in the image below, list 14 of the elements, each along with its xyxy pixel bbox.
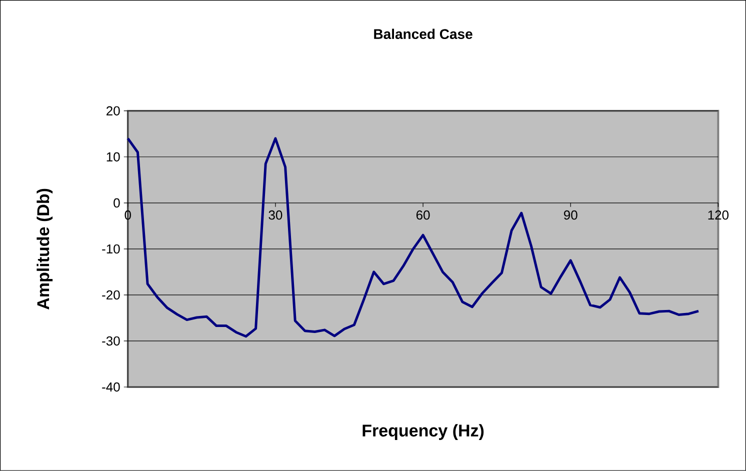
y-tick-label: -20 xyxy=(102,290,120,300)
x-tick-label: 90 xyxy=(564,210,578,220)
y-tick-label: 20 xyxy=(106,106,120,116)
chart-title: Balanced Case xyxy=(374,28,472,40)
x-tick-label: 60 xyxy=(416,210,430,220)
y-tick-label: -40 xyxy=(102,382,120,392)
y-tick-label: 10 xyxy=(106,152,120,162)
y-tick-label: 0 xyxy=(114,198,120,208)
y-axis-title: Amplitude (Db) xyxy=(36,188,53,310)
x-tick-label: 120 xyxy=(708,210,729,220)
x-tick-label: 30 xyxy=(268,210,282,220)
x-axis-title: Frequency (Hz) xyxy=(362,424,484,440)
y-tick-label: -30 xyxy=(102,336,120,346)
y-tick-label: -10 xyxy=(102,244,120,254)
